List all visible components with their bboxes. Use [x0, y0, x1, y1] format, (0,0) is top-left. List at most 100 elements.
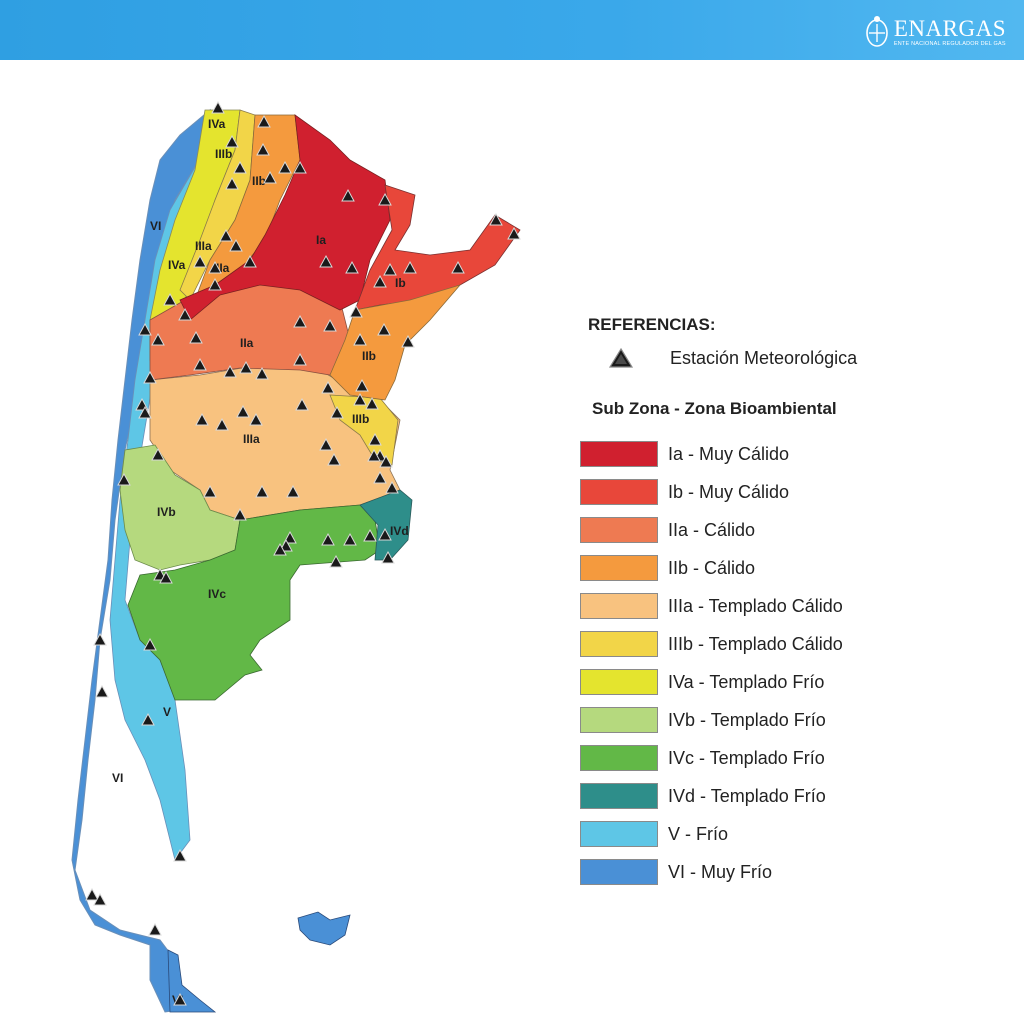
weather-station-icon — [319, 254, 333, 268]
weather-station-icon — [353, 332, 367, 346]
weather-station-icon — [321, 532, 335, 546]
weather-station-icon — [373, 274, 387, 288]
weather-station-icon — [233, 160, 247, 174]
weather-station-icon — [273, 542, 287, 556]
weather-station-icon — [211, 100, 225, 114]
zone-label: Ia — [316, 233, 326, 247]
legend-swatch — [580, 707, 658, 733]
weather-station-icon — [349, 304, 363, 318]
weather-station-icon — [293, 160, 307, 174]
weather-station-icon — [85, 887, 99, 901]
weather-station-icon — [249, 412, 263, 426]
weather-station-icon — [381, 550, 395, 564]
weather-station-icon — [377, 322, 391, 336]
weather-station-icon — [330, 405, 344, 419]
weather-station-icon — [178, 307, 192, 321]
brand-name: ENARGAS — [893, 15, 1006, 41]
weather-station-icon — [233, 507, 247, 521]
weather-station-icon — [373, 470, 387, 484]
weather-station-icon — [353, 392, 367, 406]
weather-station-icon — [507, 226, 521, 240]
legend-item: IIb - Cálido — [580, 549, 1000, 587]
zone-ivd — [359, 489, 413, 561]
weather-station-icon — [173, 848, 187, 862]
weather-station-icon — [117, 472, 131, 486]
weather-station-icon — [193, 357, 207, 371]
legend-label: IIIb - Templado Cálido — [668, 633, 843, 654]
weather-station-icon — [195, 412, 209, 426]
weather-station-icon — [243, 254, 257, 268]
legend-item: IVb - Templado Frío — [580, 701, 1000, 739]
weather-station-icon — [256, 142, 270, 156]
legend-swatch — [580, 859, 658, 885]
zone-label: IIb — [252, 174, 266, 188]
header-bar: ENARGAS ENTE NACIONAL REGULADOR DEL GAS — [0, 0, 1024, 60]
weather-station-icon — [321, 380, 335, 394]
weather-station-icon — [403, 260, 417, 274]
zone-label: IIIa — [195, 239, 212, 253]
legend-item: V - Frío — [580, 815, 1000, 853]
legend-swatch — [580, 555, 658, 581]
weather-station-icon — [223, 364, 237, 378]
zone-label: IIb — [362, 349, 376, 363]
weather-station-icon — [286, 484, 300, 498]
legend-item: IIa - Cálido — [580, 511, 1000, 549]
zone-label: Ib — [395, 276, 406, 290]
weather-station-icon — [138, 322, 152, 336]
weather-station-icon — [365, 396, 379, 410]
legend-item: VI - Muy Frío — [580, 853, 1000, 891]
weather-station-icon — [193, 254, 207, 268]
legend-swatch — [580, 517, 658, 543]
zone-label: IVa — [208, 117, 226, 131]
weather-station-icon — [379, 454, 393, 468]
legend-item: IIIb - Templado Cálido — [580, 625, 1000, 663]
weather-station-icon — [93, 632, 107, 646]
weather-station-icon — [293, 352, 307, 366]
weather-station-icon — [255, 366, 269, 380]
weather-station-icon — [208, 260, 222, 274]
zone-iib-east — [329, 284, 462, 401]
weather-station-icon — [355, 378, 369, 392]
weather-station-icon — [143, 370, 157, 384]
weather-station-icon — [283, 530, 297, 544]
zone-ib — [354, 184, 521, 311]
weather-station-icon — [378, 192, 392, 206]
station-label: Estación Meteorológica — [670, 347, 858, 368]
weather-station-icon — [279, 538, 293, 552]
zone-label: IVc — [208, 587, 226, 601]
weather-station-icon — [319, 437, 333, 451]
legend-label: IIa - Cálido — [668, 519, 756, 540]
zone-label: IIa — [240, 336, 254, 350]
zone-label: VI — [112, 771, 123, 785]
legend-swatch — [580, 441, 658, 467]
weather-station-icon — [385, 480, 399, 494]
legend-item: IVc - Templado Frío — [580, 739, 1000, 777]
legend-swatch — [580, 479, 658, 505]
legend-item: Ib - Muy Cálido — [580, 473, 1000, 511]
weather-station-icon — [189, 330, 203, 344]
legend-item: IIIa - Templado Cálido — [580, 587, 1000, 625]
weather-station-icon — [383, 262, 397, 276]
weather-station-icon — [327, 452, 341, 466]
weather-station-icon — [229, 238, 243, 252]
weather-station-icon — [203, 484, 217, 498]
weather-station-icon — [208, 277, 222, 291]
weather-station-icon — [151, 332, 165, 346]
weather-station-icon — [345, 260, 359, 274]
triangle-icon — [608, 347, 634, 368]
legend-label: Ib - Muy Cálido — [668, 481, 790, 502]
station-legend: Estación Meteorológica — [608, 347, 1000, 369]
legend-label: IVb - Templado Frío — [668, 709, 826, 730]
weather-station-icon — [236, 404, 250, 418]
zone-ia — [179, 114, 391, 321]
weather-station-icon — [163, 292, 177, 306]
zone-label: IIIa — [243, 432, 260, 446]
legend-label: IVa - Templado Frío — [668, 671, 825, 692]
weather-station-icon — [225, 134, 239, 148]
weather-station-icon — [363, 528, 377, 542]
legend-label: IIb - Cálido — [668, 557, 756, 578]
weather-station-icon — [368, 432, 382, 446]
weather-station-icon — [141, 712, 155, 726]
references-title: REFERENCIAS: — [588, 315, 716, 334]
zone-label: IIIb — [352, 412, 369, 426]
